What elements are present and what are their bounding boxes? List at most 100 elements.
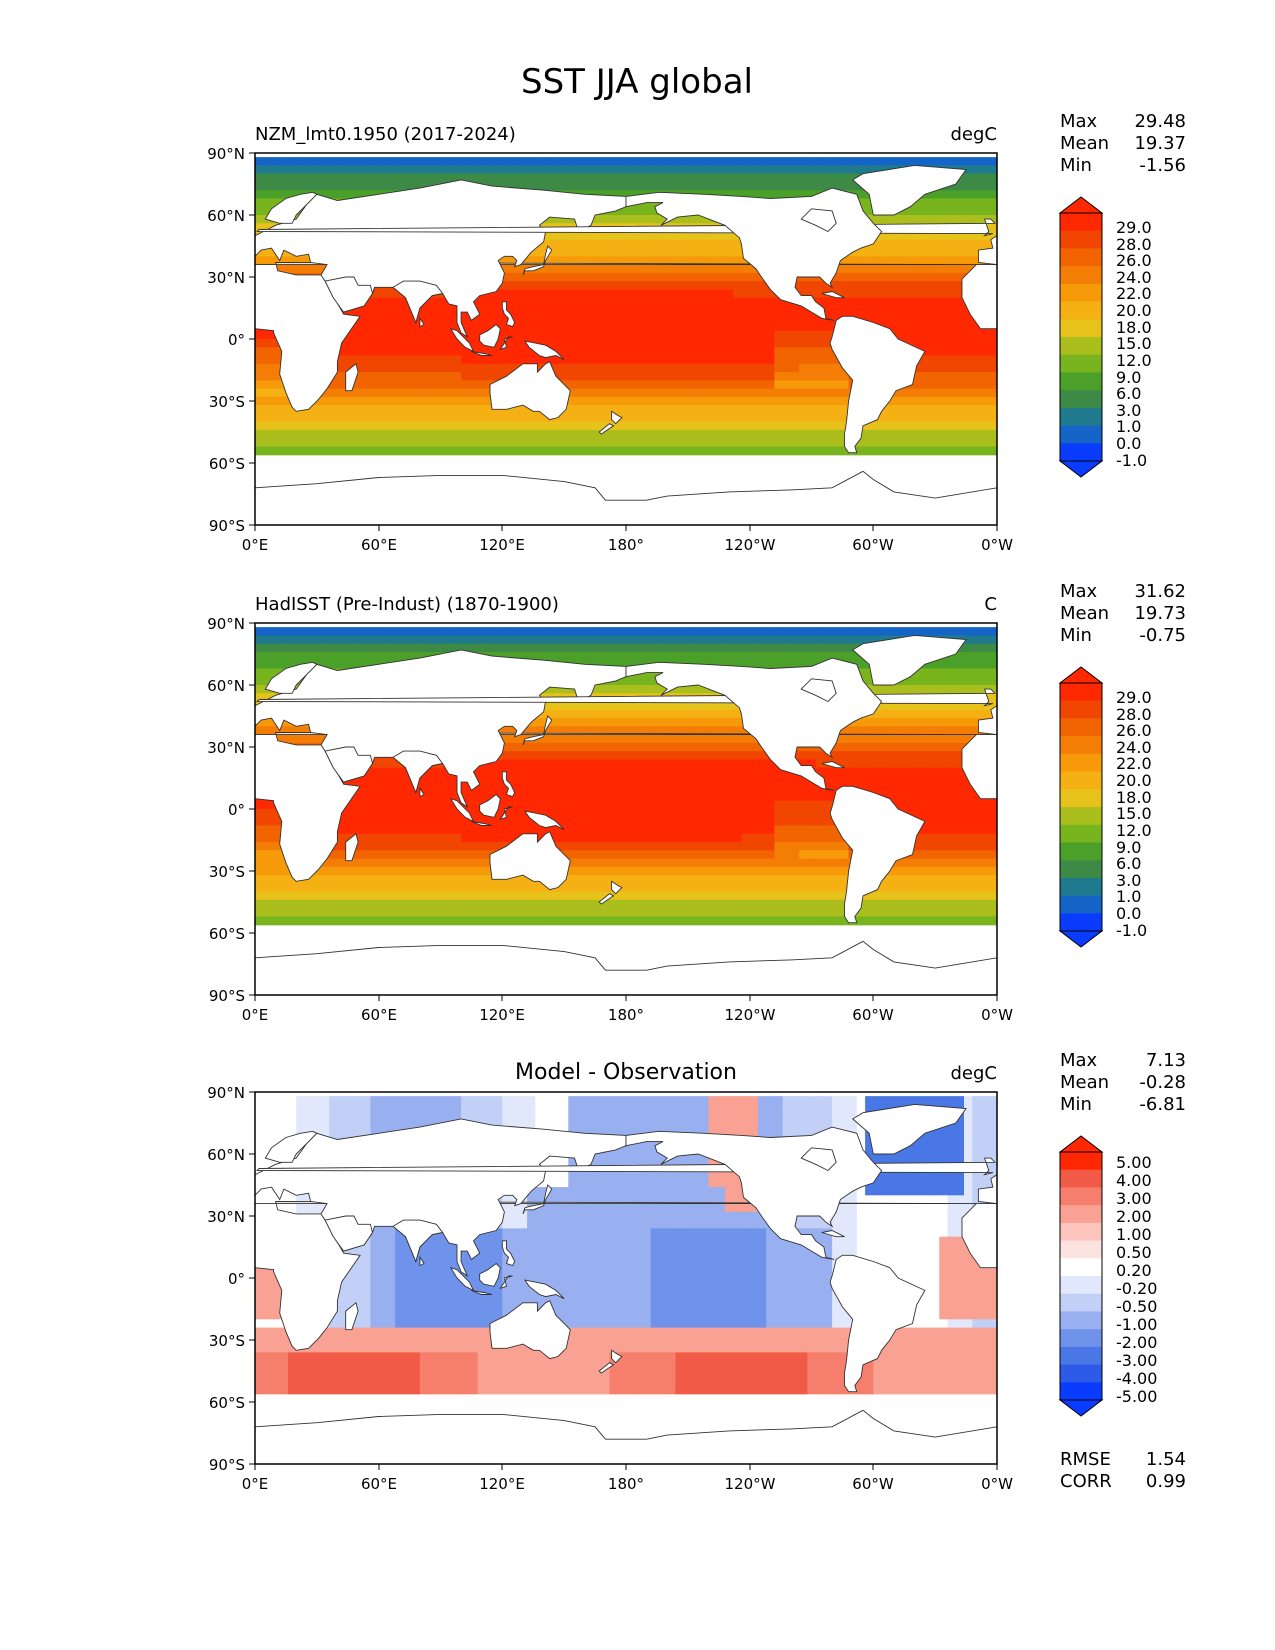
field-cell (691, 305, 701, 315)
field-cell (955, 289, 965, 299)
field-cell (370, 429, 380, 439)
field-cell (898, 413, 907, 423)
field-cell (296, 635, 306, 645)
field-cell (642, 181, 652, 191)
field-cell (749, 429, 759, 439)
field-cell (964, 372, 973, 381)
field-cell (790, 438, 800, 448)
field-cell (955, 759, 965, 769)
field-cell (485, 396, 495, 406)
field-cell (889, 438, 899, 448)
field-cell (502, 339, 512, 348)
field-cell (708, 446, 718, 456)
field-cell (955, 396, 965, 406)
field-cell (494, 173, 503, 183)
colorbar-extend-min (1058, 460, 1104, 478)
field-cell (683, 347, 693, 357)
field-cell (939, 190, 949, 200)
field-cell (931, 372, 940, 381)
field-cell (856, 742, 866, 752)
field-cell (601, 305, 611, 315)
field-cell (658, 355, 668, 365)
field-cell (683, 330, 693, 340)
field-cell (535, 759, 545, 769)
field-cell (964, 734, 973, 744)
field-cell (931, 190, 940, 200)
field-cell (848, 157, 858, 166)
field-cell (353, 339, 363, 348)
field-cell (906, 330, 916, 340)
field-cell (287, 181, 297, 191)
field-cell (650, 305, 660, 315)
field-cell (593, 751, 602, 760)
field-cell (535, 248, 545, 257)
field-cell (733, 429, 743, 439)
field-cell (815, 388, 825, 398)
field-cell (634, 173, 644, 183)
field-cell (667, 314, 677, 324)
field-cell (832, 405, 841, 414)
field-cell (724, 190, 734, 200)
field-cell (543, 643, 553, 653)
field-cell (988, 643, 997, 653)
field-cell (477, 363, 487, 373)
field-cell (766, 372, 775, 381)
field-cell (485, 767, 495, 777)
field-cell (947, 281, 957, 290)
field-cell (485, 405, 495, 414)
field-cell (980, 438, 990, 448)
field-cell (626, 759, 635, 769)
field-cell (584, 701, 594, 711)
field-cell (724, 157, 734, 166)
field-cell (255, 157, 264, 166)
field-cell (865, 248, 874, 257)
field-cell (617, 215, 627, 224)
field-cell (931, 718, 940, 727)
field-cell (518, 173, 528, 183)
field-cell (551, 635, 561, 645)
field-cell (436, 438, 446, 448)
field-cell (510, 256, 520, 266)
field-cell (535, 330, 545, 340)
field-cell (502, 314, 512, 324)
field-cell (658, 726, 668, 736)
field-cell (296, 165, 306, 175)
field-cell (560, 272, 569, 282)
field-cell (675, 685, 685, 694)
field-cell (939, 701, 949, 711)
field-cell (955, 709, 965, 719)
field-cell (634, 372, 644, 381)
field-cell (601, 355, 611, 365)
field-cell (601, 413, 611, 423)
field-cell (353, 363, 363, 373)
field-cell (609, 372, 619, 381)
field-cell (972, 438, 982, 448)
field-cell (593, 181, 602, 191)
field-cell (609, 759, 619, 769)
field-cell (551, 173, 561, 183)
field-cell (947, 759, 957, 769)
field-cell (807, 165, 817, 175)
field-cell (584, 380, 594, 390)
field-cell (370, 347, 380, 357)
field-cell (378, 305, 388, 315)
field-cell (766, 173, 775, 183)
field-cell (716, 421, 726, 431)
field-cell (436, 767, 446, 777)
field-cell (576, 627, 586, 636)
field-cell (922, 627, 932, 636)
field-cell (337, 446, 347, 456)
field-cell (716, 355, 726, 365)
field-cell (395, 438, 404, 448)
field-cell (626, 413, 635, 423)
field-cell (774, 355, 784, 365)
field-cell (502, 438, 512, 448)
field-cell (584, 173, 594, 183)
field-cell (386, 157, 396, 166)
field-cell (576, 355, 586, 365)
field-cell (815, 421, 825, 431)
field-cell (593, 165, 602, 175)
field-cell (856, 767, 866, 777)
field-cell (411, 405, 421, 414)
field-cell (840, 305, 850, 315)
